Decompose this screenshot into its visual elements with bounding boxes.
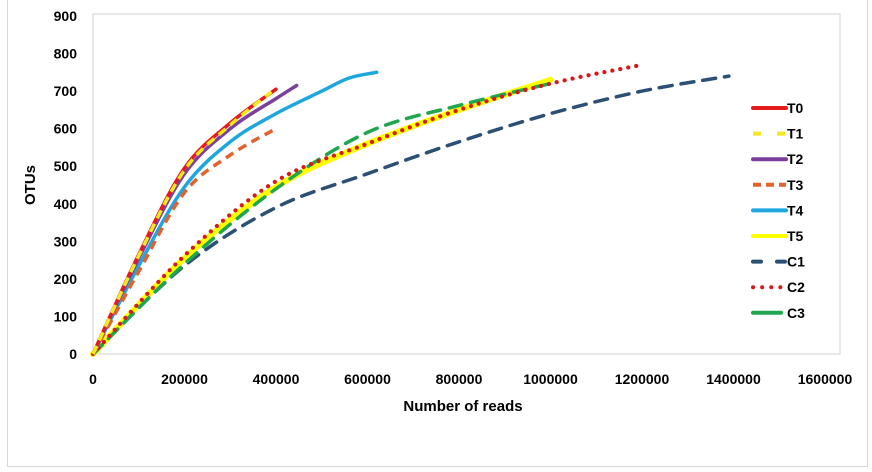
legend-item-t4: T4: [751, 202, 804, 218]
plot-area: [92, 13, 841, 355]
x-tick-label: 1600000: [798, 371, 853, 387]
x-tick-label: 1400000: [706, 371, 761, 387]
series-line-c2: [90, 62, 645, 357]
x-tick-label: 600000: [344, 371, 391, 387]
y-tick-label: 800: [54, 46, 78, 62]
y-tick-label: 200: [54, 271, 78, 287]
x-axis-ticks: 0 200000 400000 600000 800000 1000000 1200000 1…: [89, 371, 852, 387]
legend-label: C1: [787, 254, 805, 270]
legend-item-t5: T5: [751, 228, 804, 244]
legend-item-c3: C3: [751, 305, 805, 321]
legend: T0 T1 T2 T3 T4 T5 C1 C2 C3: [751, 100, 805, 321]
y-tick-label: 500: [54, 158, 78, 174]
x-tick-label: 200000: [161, 371, 208, 387]
series-line-t3: [91, 127, 277, 355]
legend-item-t1: T1: [753, 126, 804, 142]
y-tick-label: 400: [54, 196, 78, 212]
legend-label: T3: [787, 177, 804, 193]
y-tick-label: 900: [54, 8, 78, 24]
series-line-c1: [91, 74, 731, 356]
x-axis-title: Number of reads: [403, 398, 522, 415]
y-tick-label: 300: [54, 233, 78, 249]
y-tick-label: 0: [69, 346, 77, 362]
chart-frame: [7, 0, 868, 467]
x-tick-label: 0: [89, 371, 97, 387]
legend-label: T1: [787, 126, 804, 142]
y-tick-label: 100: [54, 308, 78, 324]
x-tick-label: 400000: [253, 371, 300, 387]
legend-item-c2: C2: [751, 279, 805, 295]
legend-label: C2: [787, 279, 805, 295]
legend-label: T2: [787, 151, 804, 167]
series-lines: [90, 62, 731, 357]
legend-label: C3: [787, 305, 805, 321]
legend-item-t0: T0: [751, 100, 804, 116]
legend-label: T4: [787, 202, 804, 218]
y-axis-title: OTUs: [22, 165, 39, 205]
x-tick-label: 1000000: [523, 371, 578, 387]
legend-item-t2: T2: [751, 151, 804, 167]
y-axis-ticks: 0 100 200 300 400 500 600 700 800 900: [54, 8, 78, 362]
x-tick-label: 800000: [436, 371, 483, 387]
legend-item-t3: T3: [753, 177, 804, 193]
y-tick-label: 600: [54, 121, 78, 137]
plot-border: [92, 13, 841, 355]
series-line-c3: [91, 81, 553, 356]
legend-item-c1: C1: [751, 254, 805, 270]
series-line-t1: [91, 90, 273, 355]
series-line-t4: [91, 70, 379, 356]
legend-label: T0: [787, 100, 804, 116]
x-tick-label: 1200000: [615, 371, 670, 387]
legend-label: T5: [787, 228, 804, 244]
y-tick-label: 700: [54, 83, 78, 99]
